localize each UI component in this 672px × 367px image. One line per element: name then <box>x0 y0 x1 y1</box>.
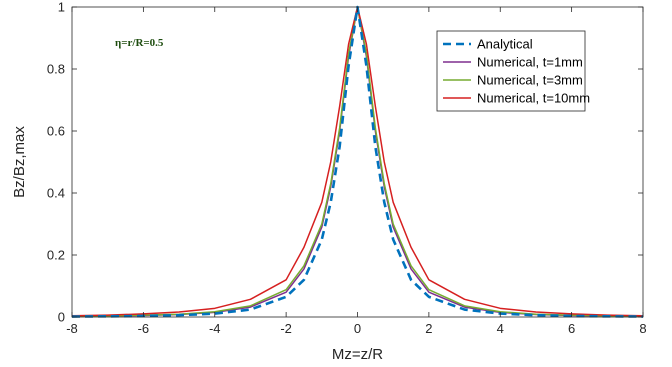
y-tick-label: 0 <box>58 310 65 325</box>
y-tick-label: 0.8 <box>47 62 65 77</box>
y-tick-label: 1 <box>58 0 65 15</box>
legend-label: Analytical <box>477 37 533 52</box>
ticks-layer: -8 -6 -4 -2 0 2 4 6 8 0 0.2 0.4 0.6 0.8 1 <box>47 0 647 336</box>
x-tick-label: 2 <box>425 321 432 336</box>
x-tick-label: 8 <box>639 321 646 336</box>
x-tick-label: -4 <box>209 321 221 336</box>
legend-label: Numerical, t=10mm <box>477 91 590 106</box>
x-tick-label: 6 <box>568 321 575 336</box>
legend-label: Numerical, t=1mm <box>477 55 583 70</box>
x-tick-label: 4 <box>497 321 504 336</box>
x-tick-label: 0 <box>354 321 361 336</box>
y-tick-label: 0.6 <box>47 124 65 139</box>
x-tick-label: -2 <box>280 321 292 336</box>
x-axis-label: Mz=z/R <box>332 346 383 363</box>
y-tick-label: 0.4 <box>47 186 65 201</box>
x-tick-label: -8 <box>66 321 78 336</box>
y-axis-label: Bz/Bz,max <box>11 126 28 198</box>
legend-label: Numerical, t=3mm <box>477 73 583 88</box>
y-tick-label: 0.2 <box>47 248 65 263</box>
legend: Analytical Numerical, t=1mm Numerical, t=3… <box>436 30 590 112</box>
x-tick-label: -6 <box>138 321 150 336</box>
chart-annotation: η=r/R=0.5 <box>115 37 164 49</box>
